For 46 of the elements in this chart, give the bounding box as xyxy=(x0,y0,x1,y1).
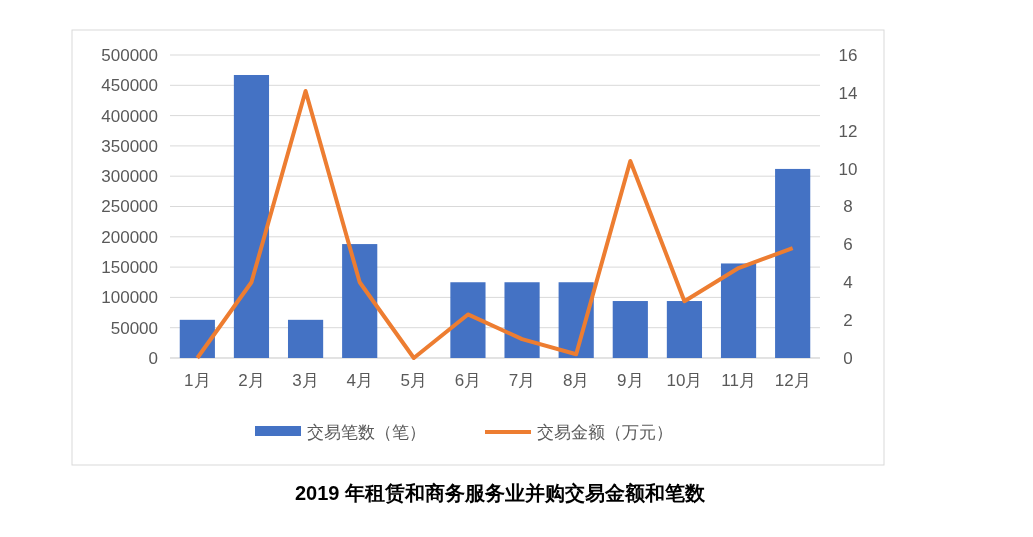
text: 2019 年租赁和商务服务业并购交易金额和笔数 xyxy=(294,482,707,504)
legend-label: 交易金额（万元） xyxy=(537,422,673,442)
x-tick-label: 10月 xyxy=(666,371,703,390)
y-tick-label: 250000 xyxy=(101,197,158,217)
bar xyxy=(342,244,378,358)
y2-tick-label: 14 xyxy=(838,83,858,103)
x-tick-label: 12月 xyxy=(774,371,811,390)
x-tick-label: 6月 xyxy=(454,371,482,390)
bar xyxy=(179,319,215,358)
y2-tick-label: 0 xyxy=(843,348,853,368)
y2-tick-label: 4 xyxy=(843,273,853,293)
x-tick-label: 3月 xyxy=(292,371,319,390)
x-tick-label: 1月 xyxy=(184,371,211,390)
legend-label: 交易笔数（笔） xyxy=(307,422,426,442)
y-tick-label: 450000 xyxy=(101,76,158,96)
y2-tick-label: 16 xyxy=(838,45,858,65)
bar xyxy=(233,75,270,358)
y-tick-label: 300000 xyxy=(101,167,158,187)
bar xyxy=(775,168,811,358)
x-tick-label: 5月 xyxy=(400,371,428,390)
y-tick-label: 0 xyxy=(148,348,158,368)
y2-tick-label: 10 xyxy=(838,159,858,179)
line-series xyxy=(195,88,795,360)
x-tick-label: 9月 xyxy=(617,371,644,390)
x-tick-label: 7月 xyxy=(508,371,536,390)
y-tick-label: 400000 xyxy=(101,106,158,126)
x-tick-label: 4月 xyxy=(346,371,373,390)
bar xyxy=(612,301,648,358)
x-tick-label: 8月 xyxy=(562,371,590,390)
y-tick-label: 350000 xyxy=(101,136,158,156)
y-tick-label: 200000 xyxy=(101,227,158,247)
bar xyxy=(287,319,324,358)
y2-tick-label: 6 xyxy=(843,235,853,255)
y2-tick-label: 2 xyxy=(843,311,853,331)
y-tick-label: 100000 xyxy=(101,288,158,308)
bar xyxy=(666,301,703,358)
y-tick-label: 500000 xyxy=(101,45,158,65)
y-tick-label: 150000 xyxy=(101,258,158,278)
bar xyxy=(450,282,486,358)
y-tick-label: 50000 xyxy=(110,318,158,338)
x-tick-label: 11月 xyxy=(721,371,756,390)
y2-tick-label: 8 xyxy=(843,197,853,217)
bar xyxy=(504,282,540,358)
bar xyxy=(720,263,757,358)
x-tick-label: 2月 xyxy=(238,371,265,390)
y2-tick-label: 12 xyxy=(838,121,858,141)
